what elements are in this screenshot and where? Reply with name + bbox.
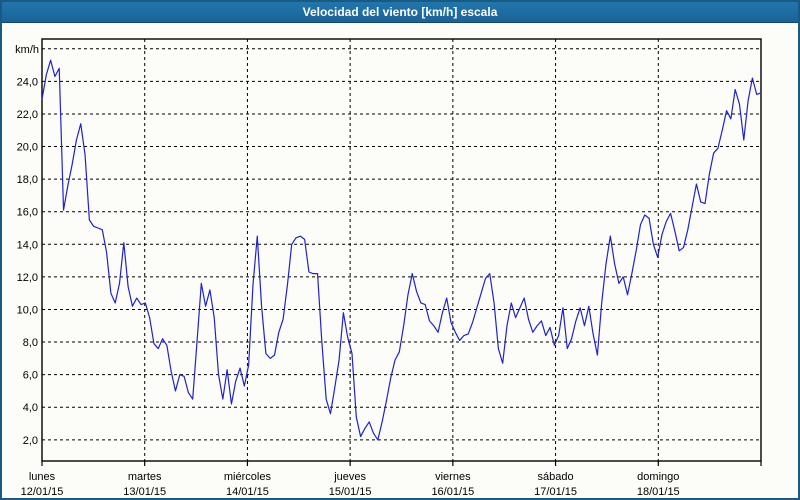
y-axis-tick-label: 24,0	[17, 76, 38, 88]
y-axis-tick-label: 12,0	[17, 272, 38, 284]
wind-speed-line-chart: km/h 24,0 22,0 20,0 18,0 16,0 14,0 12,0 10,0 8,0 6…	[15, 38, 762, 498]
x-axis-day-label: jueves	[333, 471, 366, 483]
x-axis-day-label: domingo	[637, 471, 679, 483]
y-axis-tick-label: 16,0	[17, 207, 38, 219]
x-axis-date-label: 18/01/15	[637, 486, 680, 498]
y-axis-tick-label: 8,0	[23, 337, 38, 349]
y-axis-tick-label: 20,0	[17, 142, 38, 154]
plot-border	[41, 38, 762, 462]
x-axis-date-label: 17/01/15	[534, 486, 577, 498]
y-axis-tick-label: 18,0	[17, 174, 38, 186]
wind-speed-series-line	[41, 59, 762, 441]
x-axis-date-label: 12/01/15	[21, 486, 64, 498]
x-axis-day-label: lunes	[29, 471, 56, 483]
y-axis-tick-label: 10,0	[17, 304, 38, 316]
y-axis-unit-label: km/h	[15, 44, 39, 56]
x-axis-day-label: martes	[128, 471, 162, 483]
x-axis-day-label: viernes	[435, 471, 471, 483]
x-axis-date-label: 13/01/15	[123, 486, 166, 498]
y-axis-tick-label: 4,0	[23, 402, 38, 414]
title-bar: Velocidad del viento [km/h] escala	[2, 2, 798, 23]
chart-area: km/h 24,0 22,0 20,0 18,0 16,0 14,0 12,0 10,0 8,0 6…	[2, 23, 798, 498]
y-axis-tick-label: 14,0	[17, 239, 38, 251]
x-axis-date-label: 16/01/15	[431, 486, 474, 498]
y-axis-tick-label: 6,0	[23, 370, 38, 382]
y-axis-tick-label: 2,0	[23, 435, 38, 447]
chart-title: Velocidad del viento [km/h] escala	[302, 5, 498, 19]
x-axis-day-label: sábado	[538, 471, 574, 483]
x-axis-date-label: 15/01/15	[329, 486, 372, 498]
x-axis-date-label: 14/01/15	[226, 486, 269, 498]
x-axis-day-label: miércoles	[224, 471, 272, 483]
y-axis-tick-label: 22,0	[17, 109, 38, 121]
